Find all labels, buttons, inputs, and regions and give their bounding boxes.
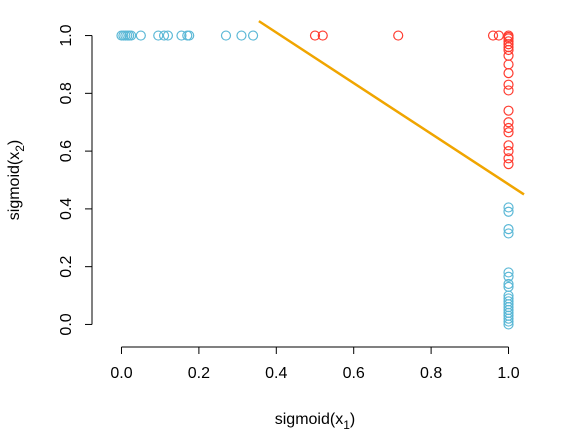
data-point — [503, 85, 514, 96]
decision-line-layer — [258, 20, 525, 196]
data-point — [503, 50, 514, 61]
data-point — [153, 30, 164, 41]
data-point — [393, 30, 404, 41]
data-point — [126, 30, 137, 41]
x-tick-label: 0.6 — [343, 365, 365, 382]
data-point — [503, 79, 514, 90]
data-point — [236, 30, 247, 41]
data-point — [503, 117, 514, 128]
data-point — [503, 159, 514, 170]
y-tick-label: 1.0 — [58, 24, 75, 46]
data-point — [184, 30, 195, 41]
y-tick-label: 0.8 — [58, 82, 75, 104]
y-axis-label: sigmoid(x2) — [6, 140, 27, 220]
y-tick-label: 0.0 — [58, 313, 75, 335]
points-layer — [116, 30, 514, 330]
data-point — [503, 127, 514, 138]
data-point — [493, 30, 504, 41]
data-point — [503, 39, 514, 50]
data-point — [247, 30, 259, 41]
data-point — [503, 122, 514, 134]
data-point — [503, 153, 514, 164]
y-tick-label: 0.6 — [58, 140, 75, 162]
x-tick-label: 0.8 — [420, 365, 442, 382]
data-point — [220, 30, 232, 41]
data-point — [162, 30, 174, 41]
x-tick-label: 0.4 — [265, 365, 287, 382]
data-point — [317, 30, 328, 41]
data-point — [503, 146, 514, 157]
data-point — [503, 105, 514, 116]
y-tick-label: 0.4 — [58, 198, 75, 220]
data-point — [503, 68, 514, 79]
data-point — [503, 228, 514, 239]
data-point — [309, 30, 321, 41]
data-point — [176, 30, 187, 41]
decision-boundary-line — [258, 20, 525, 196]
data-point — [503, 202, 514, 213]
data-point — [503, 140, 514, 151]
x-tick-label: 1.0 — [497, 365, 519, 382]
data-point — [503, 271, 514, 282]
data-point — [503, 59, 514, 70]
x-axis-label: sigmoid(x1) — [275, 411, 355, 432]
data-point — [503, 267, 514, 278]
data-point — [503, 206, 514, 217]
data-point — [503, 224, 514, 235]
data-point — [487, 30, 499, 41]
data-point — [135, 30, 146, 41]
x-tick-label: 0.2 — [188, 365, 210, 382]
data-point — [158, 30, 170, 41]
data-point — [503, 44, 514, 56]
data-point — [503, 313, 514, 324]
data-point — [503, 316, 514, 327]
y-tick-label: 0.2 — [58, 255, 75, 277]
x-tick-label: 0.0 — [110, 365, 132, 382]
data-point — [503, 319, 514, 330]
axes-layer: 0.0 0.2 0.4 0.6 0.8 1.0 0.0 0.2 0.4 0.6 0.8 1.0 — [58, 24, 520, 382]
data-point — [503, 278, 514, 290]
